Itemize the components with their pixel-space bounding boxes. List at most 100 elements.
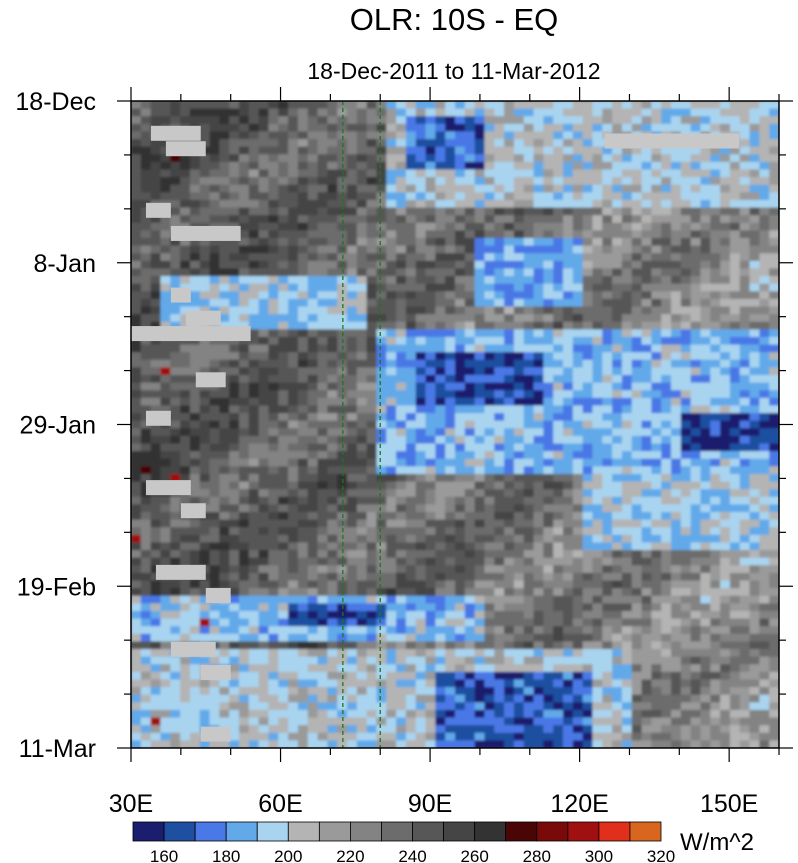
field-cell: [563, 329, 574, 338]
field-cell: [396, 435, 407, 445]
field-cell: [415, 649, 427, 658]
field-cell: [720, 473, 731, 483]
field-cell: [621, 580, 633, 589]
field-cell: [396, 139, 407, 148]
field-cell: [455, 139, 466, 148]
field-cell: [612, 595, 623, 605]
field-cell: [189, 367, 201, 376]
field-cell: [356, 314, 368, 323]
field-cell: [209, 283, 221, 293]
field-cell: [366, 131, 378, 140]
field-cell: [386, 633, 397, 643]
field-cell: [759, 260, 770, 270]
field-cell: [455, 192, 466, 201]
field-cell: [435, 131, 446, 140]
field-cell: [533, 108, 545, 118]
field-cell: [337, 451, 348, 460]
field-cell: [376, 542, 388, 551]
field-cell: [563, 192, 574, 201]
field-cell: [415, 458, 427, 468]
field-cell: [690, 656, 702, 666]
field-cell: [268, 192, 280, 201]
field-cell: [170, 260, 181, 270]
field-cell: [769, 260, 779, 270]
field-cell: [425, 291, 437, 300]
field-cell: [651, 215, 662, 224]
field-cell: [268, 534, 280, 544]
field-cell: [671, 534, 682, 544]
field-cell: [769, 481, 779, 490]
field-cell: [199, 291, 211, 300]
field-cell: [612, 588, 623, 597]
field-cell: [602, 352, 613, 361]
field-cell: [189, 154, 201, 163]
field-cell: [347, 116, 358, 125]
field-cell: [563, 336, 574, 346]
field-cell: [268, 512, 280, 521]
field-cell: [769, 161, 779, 171]
field-cell: [572, 116, 584, 125]
field-cell: [268, 352, 280, 361]
field-cell: [504, 580, 515, 589]
field-cell: [710, 321, 721, 331]
field-cell: [661, 177, 672, 186]
field-cell: [180, 238, 191, 247]
field-cell: [278, 671, 289, 681]
field-cell: [160, 245, 172, 255]
field-cell: [523, 565, 535, 574]
field-cell: [248, 314, 260, 323]
field-cell: [739, 192, 751, 201]
field-cell: [199, 610, 211, 620]
field-cell: [307, 230, 319, 239]
field-cell: [248, 359, 260, 369]
field-cell: [680, 116, 692, 125]
field-cell: [661, 329, 672, 338]
field-cell: [307, 268, 319, 277]
field-cell: [376, 123, 388, 133]
field-cell: [464, 314, 476, 323]
field-cell: [484, 428, 496, 437]
field-cell: [405, 595, 417, 605]
field-cell: [317, 481, 329, 490]
field-cell: [661, 626, 672, 635]
field-cell: [140, 123, 152, 133]
field-cell: [621, 481, 633, 490]
field-cell: [484, 557, 496, 567]
field-cell: [563, 641, 574, 650]
field-cell: [523, 473, 535, 483]
field-cell: [631, 268, 643, 277]
field-cell: [425, 123, 437, 133]
field-cell: [455, 405, 466, 414]
field-cell: [533, 161, 545, 171]
field-cell: [140, 656, 152, 666]
field-cell: [720, 169, 731, 178]
field-cell: [455, 610, 466, 620]
field-cell: [484, 610, 496, 620]
field-cell: [131, 557, 142, 567]
field-cell: [749, 542, 761, 551]
field-cell: [209, 565, 221, 574]
field-cell: [739, 626, 751, 635]
field-cell: [415, 199, 427, 209]
field-cell: [327, 367, 338, 376]
field-cell: [710, 215, 721, 224]
field-cell: [229, 298, 240, 308]
field-cell: [229, 595, 240, 605]
field-cell: [651, 390, 662, 399]
field-cell: [700, 435, 712, 445]
field-cell: [710, 473, 721, 483]
field-cell: [621, 420, 633, 430]
field-cell: [258, 139, 270, 148]
field-cell: [386, 428, 397, 437]
field-cell: [572, 504, 584, 513]
field-cell: [199, 184, 211, 194]
field-cell: [327, 215, 338, 224]
field-cell: [219, 207, 230, 216]
field-cell: [170, 633, 181, 643]
field-cell: [405, 435, 417, 445]
field-cell: [170, 336, 181, 346]
field-cell: [572, 451, 584, 460]
chart-title: OLR: 10S - EQ: [350, 2, 558, 37]
field-cell: [239, 451, 250, 460]
field-cell: [219, 580, 230, 589]
